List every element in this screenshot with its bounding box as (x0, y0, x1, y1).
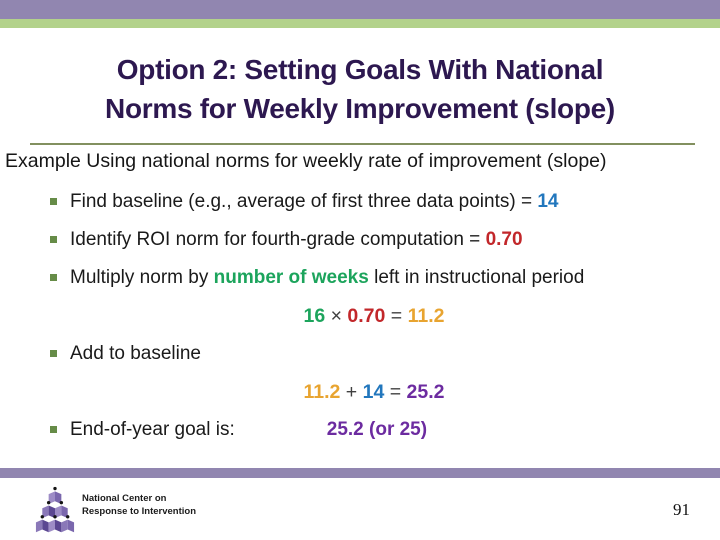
text-segment: Identify ROI norm for fourth-grade compu… (70, 229, 486, 250)
text-segment: End-of-year goal is: (70, 419, 235, 440)
slide-title-line1: Option 2: Setting Goals With National (116, 54, 604, 85)
text-segment: 25.2 (406, 381, 445, 403)
bullet-square-icon (50, 274, 57, 281)
text-segment: Multiply norm by (70, 267, 214, 288)
org-name-line1: National Center on (82, 493, 167, 504)
text-segment: × (325, 305, 348, 327)
text-segment: 0.70 (347, 305, 386, 327)
text-segment: 14 (537, 191, 559, 212)
text-segment: 14 (362, 381, 385, 403)
slide-title: Option 2: Setting Goals With National No… (0, 50, 720, 128)
org-name: National Center on Response to Intervent… (82, 492, 196, 518)
bullet-square-icon (50, 236, 57, 243)
equation-line: 16 × 0.70 = 11.2 (14, 297, 720, 335)
bullet-line: Multiply norm by number of weeks left in… (0, 259, 720, 297)
bullet-line: End-of-year goal is: 25.2 (or 25) (0, 411, 720, 449)
logo-figure-top (48, 486, 62, 505)
text-segment: Add to baseline (70, 343, 201, 364)
text-segment: Find baseline (e.g., average of first th… (70, 191, 538, 212)
bullet-line: Add to baseline (0, 335, 720, 373)
text-segment: + (340, 381, 363, 403)
logo-figure-bottom-mid (48, 515, 62, 533)
text-segment: 0.70 (485, 229, 523, 250)
equation-line: 11.2 + 14 = 25.2 (14, 373, 720, 411)
bullet-line: Find baseline (e.g., average of first th… (0, 183, 720, 221)
text-segment: number of weeks (213, 267, 369, 288)
text-segment: = (384, 381, 407, 403)
text-segment: 11.2 (303, 381, 341, 403)
text-segment: 16 (303, 305, 326, 327)
bullet-square-icon (50, 198, 57, 205)
logo-figure-mid-left (42, 500, 55, 519)
text-segment: 11.2 (407, 305, 445, 327)
top-green-bar (0, 19, 720, 28)
logo-figure-bottom-left (35, 515, 49, 533)
top-purple-bar (0, 0, 720, 19)
org-name-line2: Response to Intervention (82, 506, 197, 517)
org-logo-icon (35, 486, 75, 533)
slide-title-line2: Norms for Weekly Improvement (slope) (105, 93, 615, 124)
text-segment: 25.2 (or 25) (326, 419, 428, 440)
logo-figure-bottom-right (61, 515, 75, 533)
text-segment: = (385, 305, 408, 327)
logo-figure-mid-right (55, 500, 68, 519)
bullet-line: Identify ROI norm for fourth-grade compu… (0, 221, 720, 259)
intro-text: Example Using national norms for weekly … (5, 150, 607, 172)
bullet-square-icon (50, 426, 57, 433)
content-lines: Find baseline (e.g., average of first th… (0, 183, 720, 449)
bullet-square-icon (50, 350, 57, 357)
page-number: 91 (673, 500, 690, 519)
text-segment: left in instructional period (368, 267, 585, 288)
footer-purple-bar (0, 468, 720, 478)
title-divider (30, 143, 695, 145)
